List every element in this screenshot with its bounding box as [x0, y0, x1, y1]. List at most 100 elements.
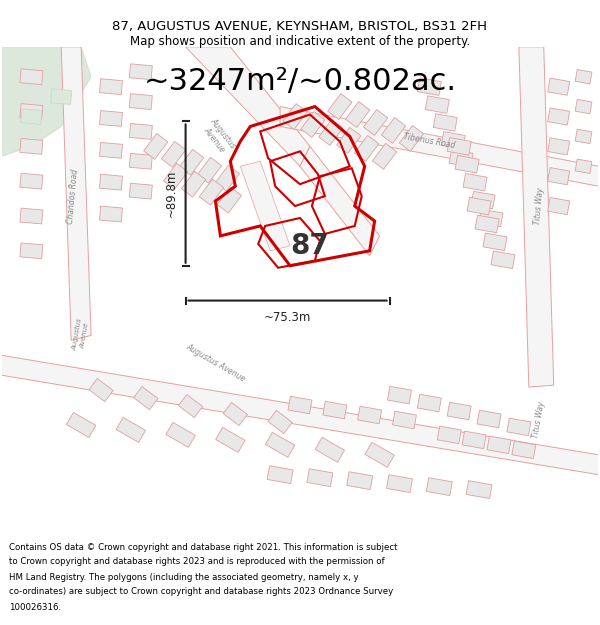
Polygon shape — [466, 481, 492, 499]
Polygon shape — [283, 104, 307, 129]
Polygon shape — [130, 94, 152, 109]
Polygon shape — [267, 466, 293, 484]
Polygon shape — [181, 171, 206, 197]
Polygon shape — [471, 191, 495, 209]
Polygon shape — [548, 168, 569, 185]
Polygon shape — [337, 127, 361, 153]
Polygon shape — [386, 475, 412, 492]
Polygon shape — [575, 99, 592, 114]
Polygon shape — [301, 111, 325, 138]
Polygon shape — [467, 198, 491, 215]
Polygon shape — [130, 183, 152, 199]
Polygon shape — [217, 187, 242, 213]
Polygon shape — [483, 233, 507, 251]
Polygon shape — [447, 138, 471, 155]
Polygon shape — [179, 149, 204, 175]
Polygon shape — [347, 472, 373, 489]
Polygon shape — [100, 206, 122, 222]
Polygon shape — [479, 209, 503, 227]
Polygon shape — [315, 438, 344, 462]
Polygon shape — [241, 161, 290, 251]
Polygon shape — [20, 173, 43, 189]
Polygon shape — [462, 431, 486, 449]
Text: Titus Way: Titus Way — [533, 187, 545, 225]
Polygon shape — [61, 47, 91, 341]
Polygon shape — [455, 156, 479, 173]
Text: 87, AUGUSTUS AVENUE, KEYNSHAM, BRISTOL, BS31 2FH: 87, AUGUSTUS AVENUE, KEYNSHAM, BRISTOL, … — [113, 21, 487, 33]
Polygon shape — [373, 143, 397, 169]
Polygon shape — [447, 402, 471, 420]
Text: Augustus
Avenue: Augustus Avenue — [72, 318, 91, 352]
Polygon shape — [178, 394, 203, 418]
Polygon shape — [358, 406, 382, 424]
Polygon shape — [100, 142, 122, 158]
Polygon shape — [425, 96, 449, 113]
Polygon shape — [100, 79, 122, 94]
Polygon shape — [130, 124, 152, 139]
Polygon shape — [319, 119, 343, 146]
Polygon shape — [575, 129, 592, 144]
Polygon shape — [20, 243, 43, 259]
Text: 100026316.: 100026316. — [9, 602, 61, 611]
Polygon shape — [449, 149, 473, 167]
Polygon shape — [548, 198, 569, 214]
Polygon shape — [433, 114, 457, 131]
Polygon shape — [215, 165, 239, 191]
Text: to Crown copyright and database rights 2023 and is reproduced with the permissio: to Crown copyright and database rights 2… — [9, 558, 385, 566]
Polygon shape — [199, 179, 224, 205]
Polygon shape — [346, 102, 370, 127]
Text: Tiberius Road: Tiberius Road — [403, 132, 456, 151]
Polygon shape — [100, 174, 122, 190]
Polygon shape — [519, 47, 554, 387]
Text: Augustus Avenue: Augustus Avenue — [184, 342, 247, 384]
Polygon shape — [2, 355, 598, 474]
Text: Titus Way: Titus Way — [531, 401, 547, 439]
Polygon shape — [364, 109, 388, 136]
Polygon shape — [475, 215, 499, 232]
Polygon shape — [418, 394, 442, 412]
Polygon shape — [51, 89, 72, 104]
Polygon shape — [223, 402, 247, 426]
Polygon shape — [130, 153, 152, 169]
Text: Augustus
Avenue: Augustus Avenue — [200, 116, 237, 156]
Polygon shape — [392, 411, 416, 429]
Polygon shape — [355, 136, 379, 161]
Text: ~3247m²/~0.802ac.: ~3247m²/~0.802ac. — [143, 68, 457, 96]
Text: ~89.8m: ~89.8m — [164, 170, 178, 217]
Polygon shape — [116, 418, 146, 442]
Polygon shape — [100, 111, 122, 126]
Polygon shape — [300, 146, 380, 256]
Polygon shape — [20, 69, 43, 84]
Polygon shape — [418, 78, 442, 96]
Polygon shape — [143, 133, 168, 159]
Text: Contains OS data © Crown copyright and database right 2021. This information is : Contains OS data © Crown copyright and d… — [9, 542, 398, 551]
Polygon shape — [268, 411, 292, 434]
Polygon shape — [575, 159, 592, 173]
Polygon shape — [512, 441, 536, 459]
Polygon shape — [323, 401, 347, 419]
Polygon shape — [163, 163, 188, 189]
Text: Map shows position and indicative extent of the property.: Map shows position and indicative extent… — [130, 35, 470, 48]
Polygon shape — [280, 107, 598, 186]
Polygon shape — [575, 69, 592, 84]
Polygon shape — [67, 412, 96, 437]
Polygon shape — [307, 469, 333, 487]
Polygon shape — [166, 422, 195, 447]
Polygon shape — [161, 141, 186, 168]
Polygon shape — [437, 426, 461, 444]
Polygon shape — [134, 386, 158, 409]
Text: Chandos Road: Chandos Road — [66, 168, 80, 224]
Polygon shape — [388, 386, 412, 404]
Text: co-ordinates) are subject to Crown copyright and database rights 2023 Ordnance S: co-ordinates) are subject to Crown copyr… — [9, 588, 393, 596]
Polygon shape — [2, 47, 91, 156]
Polygon shape — [507, 418, 531, 436]
Polygon shape — [20, 139, 43, 154]
Polygon shape — [89, 379, 113, 402]
Polygon shape — [265, 432, 295, 457]
Polygon shape — [185, 47, 310, 166]
Text: ~75.3m: ~75.3m — [264, 311, 311, 324]
Text: HM Land Registry. The polygons (including the associated geometry, namely x, y: HM Land Registry. The polygons (includin… — [9, 572, 359, 581]
Polygon shape — [548, 108, 569, 125]
Polygon shape — [487, 436, 511, 454]
Polygon shape — [365, 442, 394, 468]
